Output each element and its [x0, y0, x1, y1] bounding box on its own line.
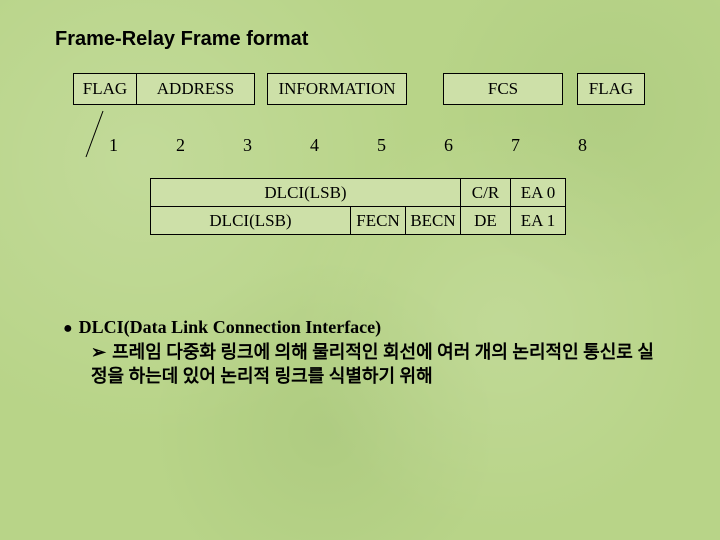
- addr-cell: EA 0: [511, 179, 566, 207]
- description: ● DLCI(Data Link Connection Interface) ➢프…: [63, 317, 665, 389]
- address-field-table: DLCI(LSB)C/REA 0DLCI(LSB)FECNBECNDEEA 1: [150, 178, 566, 235]
- bullet-main-text: DLCI(Data Link Connection Interface): [79, 317, 381, 337]
- field-information: INFORMATION: [267, 73, 407, 105]
- addr-cell: DLCI(LSB): [151, 207, 351, 235]
- arrow-icon: ➢: [91, 342, 106, 362]
- bit-number: 1: [80, 135, 147, 156]
- bit-number: 7: [482, 135, 549, 156]
- bit-numbers: 12345678: [80, 135, 665, 156]
- bit-number: 8: [549, 135, 616, 156]
- bit-number: 5: [348, 135, 415, 156]
- addr-cell: DLCI(LSB): [151, 179, 461, 207]
- addr-cell: C/R: [461, 179, 511, 207]
- addr-cell: BECN: [406, 207, 461, 235]
- field-flag2: FLAG: [577, 73, 645, 105]
- bit-number: 2: [147, 135, 214, 156]
- bullet-main: ● DLCI(Data Link Connection Interface): [63, 317, 665, 338]
- bullet-icon: ●: [63, 320, 73, 337]
- bit-number: 3: [214, 135, 281, 156]
- bit-number: 4: [281, 135, 348, 156]
- bit-number: 6: [415, 135, 482, 156]
- bullet-sub-text: 프레임 다중화 링크에 의해 물리적인 회선에 여러 개의 논리적인 통신로 실…: [91, 342, 654, 386]
- frame-format-row: FLAG ADDRESS INFORMATION FCS FLAG: [73, 73, 665, 105]
- field-address: ADDRESS: [137, 73, 255, 105]
- field-flag1: FLAG: [73, 73, 137, 105]
- addr-cell: EA 1: [511, 207, 566, 235]
- field-fcs: FCS: [443, 73, 563, 105]
- addr-cell: DE: [461, 207, 511, 235]
- bullet-sub: ➢프레임 다중화 링크에 의해 물리적인 회선에 여러 개의 논리적인 통신로 …: [91, 340, 665, 389]
- addr-cell: FECN: [351, 207, 406, 235]
- page-title: Frame-Relay Frame format: [55, 28, 665, 51]
